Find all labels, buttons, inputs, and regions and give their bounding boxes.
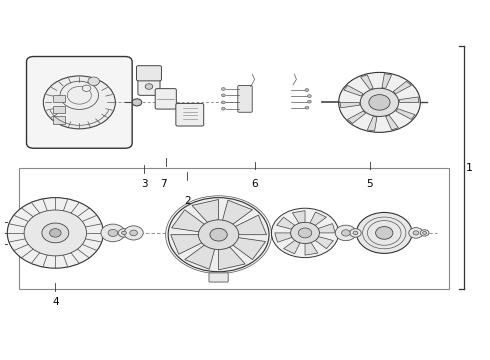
Circle shape [122,231,126,235]
Polygon shape [284,240,300,254]
Circle shape [132,99,142,106]
Circle shape [221,107,225,110]
Polygon shape [315,237,333,249]
Circle shape [130,230,137,236]
Circle shape [356,212,412,253]
FancyBboxPatch shape [155,89,176,109]
Text: 6: 6 [251,179,258,189]
Polygon shape [399,97,419,102]
Circle shape [108,229,118,237]
Circle shape [305,89,309,91]
Polygon shape [396,109,415,120]
Circle shape [210,228,227,241]
Polygon shape [347,111,366,123]
FancyBboxPatch shape [176,103,204,126]
Polygon shape [344,85,363,96]
Circle shape [166,196,271,274]
Circle shape [369,95,390,110]
Polygon shape [340,102,360,108]
Polygon shape [222,200,252,224]
Polygon shape [361,75,373,89]
Circle shape [43,76,115,129]
Circle shape [307,95,311,98]
FancyBboxPatch shape [138,72,160,95]
Circle shape [82,85,91,91]
Bar [19,168,449,289]
Polygon shape [275,233,292,242]
Text: 7: 7 [160,179,167,189]
Polygon shape [192,199,219,222]
Circle shape [118,229,130,237]
Bar [53,106,65,113]
Circle shape [413,231,419,235]
Circle shape [101,224,125,242]
Circle shape [307,100,311,103]
Circle shape [7,198,103,268]
Bar [53,117,65,123]
Polygon shape [310,212,326,225]
Polygon shape [368,117,377,131]
Bar [53,95,65,102]
Polygon shape [219,247,245,270]
Circle shape [423,231,426,234]
Polygon shape [172,210,204,232]
FancyBboxPatch shape [26,57,132,148]
Circle shape [339,72,420,132]
Circle shape [124,226,143,240]
Circle shape [198,220,239,249]
Circle shape [420,230,429,236]
Circle shape [376,226,393,239]
Circle shape [342,230,350,236]
Circle shape [409,228,423,238]
Polygon shape [318,224,335,233]
Circle shape [271,208,339,258]
Circle shape [24,210,87,256]
Circle shape [221,94,225,97]
Circle shape [335,225,356,241]
Circle shape [298,228,312,238]
Circle shape [221,87,225,90]
Text: 4: 4 [52,297,59,307]
Circle shape [360,88,399,117]
Polygon shape [185,245,215,269]
Circle shape [168,198,269,272]
Polygon shape [277,217,295,229]
FancyBboxPatch shape [209,273,228,282]
Polygon shape [293,211,305,223]
Polygon shape [235,215,267,235]
Polygon shape [233,238,266,260]
Circle shape [42,223,69,243]
Circle shape [291,222,319,243]
Circle shape [353,231,358,235]
Polygon shape [386,115,398,130]
Circle shape [145,84,153,89]
FancyBboxPatch shape [137,66,161,81]
Text: 1: 1 [466,163,473,173]
Polygon shape [393,81,411,94]
Circle shape [305,106,309,109]
Text: 2: 2 [184,196,191,206]
FancyBboxPatch shape [238,85,252,112]
Circle shape [88,77,99,85]
Text: 3: 3 [141,179,147,189]
Polygon shape [171,235,202,254]
Circle shape [49,229,61,237]
Text: 5: 5 [367,179,373,189]
Circle shape [221,101,225,104]
Polygon shape [305,243,318,255]
Circle shape [350,229,361,237]
Polygon shape [382,74,392,88]
